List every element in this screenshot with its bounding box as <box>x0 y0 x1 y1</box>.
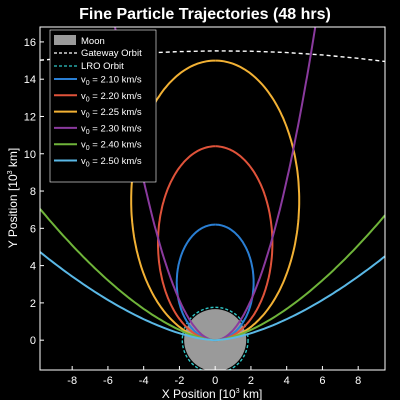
y-tick-label: 6 <box>30 223 36 235</box>
x-tick-label: 2 <box>248 375 254 387</box>
y-tick-label: 8 <box>30 186 36 198</box>
legend-moon-swatch <box>54 35 76 45</box>
y-tick-label: 4 <box>30 261 36 273</box>
legend-series-label: v0 = 2.40 km/s <box>81 140 142 153</box>
legend-series-label: v0 = 2.50 km/s <box>81 156 142 169</box>
plot-frame <box>39 26 386 371</box>
x-tick-label: 8 <box>355 375 361 387</box>
x-tick-label: 0 <box>212 375 218 387</box>
x-tick-label: -8 <box>67 375 77 387</box>
legend-moon-label: Moon <box>81 36 105 47</box>
legend-series-label: v0 = 2.20 km/s <box>81 91 142 104</box>
legend-series-label: v0 = 2.25 km/s <box>81 107 142 120</box>
y-tick-label: 10 <box>24 149 36 161</box>
legend-series-label: v0 = 2.30 km/s <box>81 123 142 136</box>
trajectory-series-3-right <box>215 59 301 342</box>
axis-ticks: -8 -6 -4 -2 0 2 4 6 8 0 2 4 6 8 10 12 14 16 <box>24 37 361 387</box>
x-tick-label: 4 <box>284 375 290 387</box>
x-tick-label: 6 <box>319 375 325 387</box>
y-tick-label: 12 <box>24 111 36 123</box>
legend-box <box>49 29 157 183</box>
lro-orbit-line <box>181 306 249 370</box>
trajectory-series-1-right <box>215 223 255 342</box>
chart-title: Fine Particle Trajectories (48 hrs) <box>79 6 331 23</box>
legend-series-entries: v0 = 2.10 km/s v0 = 2.20 km/s v0 = 2.25 km… <box>54 75 142 169</box>
trajectory-series-2-left <box>157 145 216 342</box>
trajectory-series-1-left <box>175 223 216 342</box>
x-tick-label: -6 <box>103 375 113 387</box>
trajectory-series-4-right <box>215 27 317 342</box>
legend-series-label: v0 = 2.10 km/s <box>81 75 142 88</box>
y-tick-label: 0 <box>30 335 36 347</box>
trajectory-series-2-right <box>215 145 274 342</box>
x-tick-label: -2 <box>175 375 185 387</box>
trajectory-series-6 <box>40 251 385 342</box>
y-tick-label: 2 <box>30 298 36 310</box>
trajectory-series-3-left <box>130 59 216 342</box>
y-axis-label: Y Position [103 km] <box>6 148 20 248</box>
x-tick-label: -4 <box>139 375 149 387</box>
legend: Moon Gateway Orbit LRO Orbit v0 = 2.10 k… <box>49 29 157 183</box>
y-tick-label: 14 <box>24 74 36 86</box>
y-tick-label: 16 <box>24 37 36 49</box>
x-axis-label: X Position [103 km] <box>162 387 263 400</box>
legend-gateway-label: Gateway Orbit <box>81 48 142 59</box>
legend-lro-label: LRO Orbit <box>81 61 124 72</box>
